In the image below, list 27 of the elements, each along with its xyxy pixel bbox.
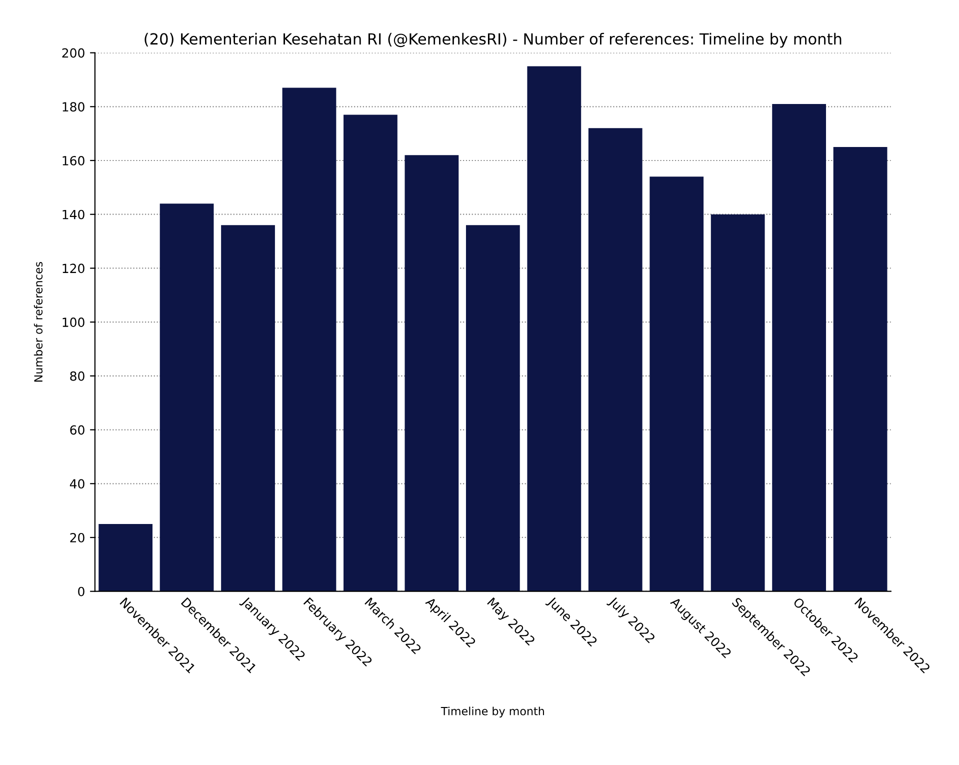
bar (772, 104, 826, 592)
bar (650, 176, 704, 592)
y-tick-label: 0 (78, 586, 84, 596)
x-axis-title: Timeline by month (440, 706, 544, 718)
bar (466, 225, 520, 592)
y-tick-label: 200 (62, 48, 84, 58)
chart-title: (20) Kementerian Kesehatan RI (@KemenkesRI) - Number of references: Timeline by month (144, 32, 842, 48)
y-tick-label: 40 (70, 479, 84, 489)
y-tick-label: 120 (62, 264, 84, 274)
y-tick-label: 20 (70, 532, 84, 542)
bar (833, 147, 888, 592)
bar (588, 128, 642, 592)
y-tick-label: 140 (62, 210, 84, 220)
bar (344, 114, 398, 592)
bar (710, 214, 765, 592)
bar (282, 88, 336, 592)
y-tick-label: 80 (70, 371, 84, 381)
y-tick-label: 180 (62, 102, 84, 112)
bar (404, 155, 459, 592)
bar (527, 66, 582, 592)
bar (160, 204, 214, 592)
bar (98, 524, 152, 592)
y-axis-title: Number of references (34, 262, 43, 382)
y-tick-label: 100 (62, 318, 84, 327)
y-tick-label: 160 (62, 156, 84, 166)
y-tick-label: 60 (70, 425, 84, 435)
bar (221, 225, 275, 592)
